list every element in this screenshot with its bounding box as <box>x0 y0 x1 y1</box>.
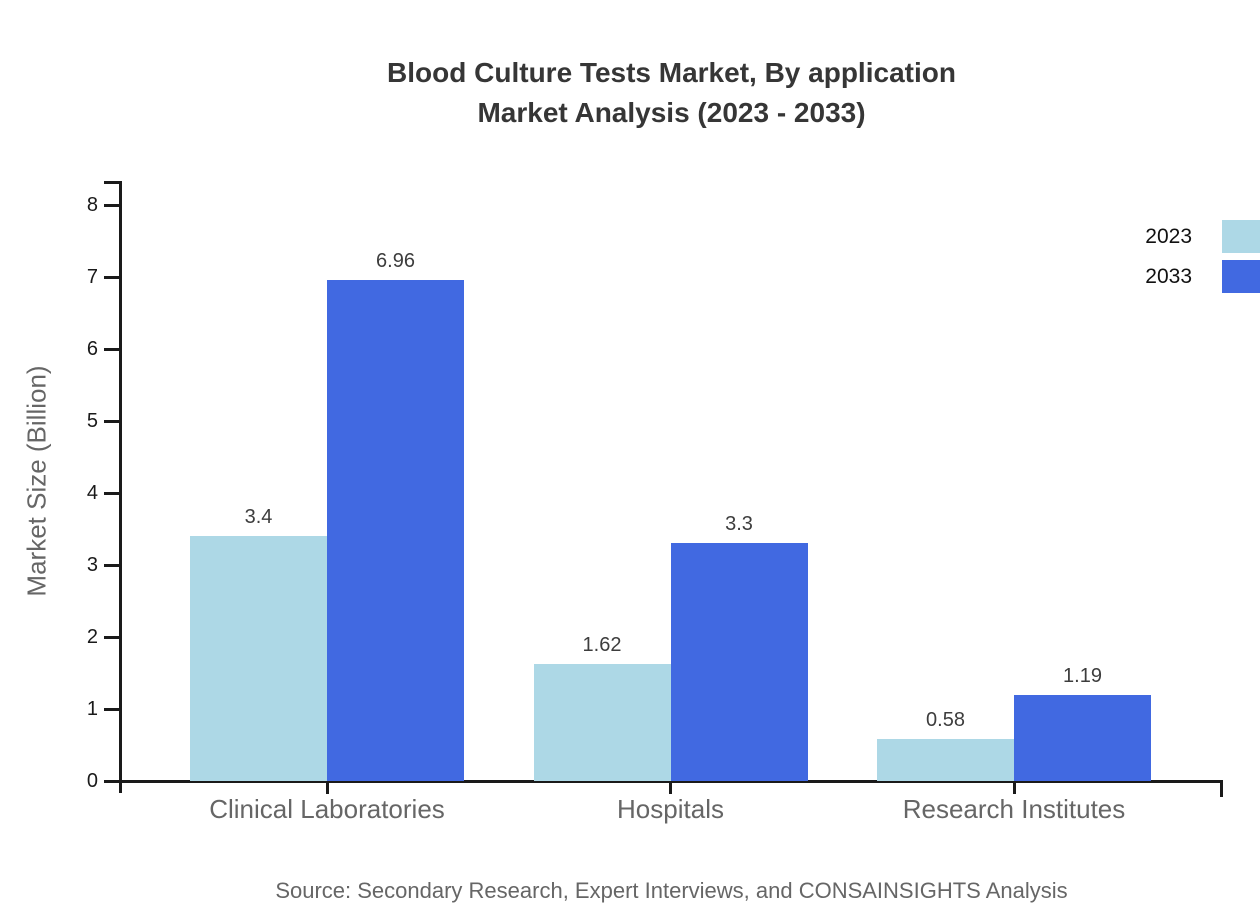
bar-2023 <box>877 739 1014 781</box>
legend-row-2023: 2023 <box>1145 220 1260 253</box>
y-tick-mark <box>104 203 121 207</box>
y-tick-label: 7 <box>86 266 98 288</box>
category-label: Clinical Laboratories <box>209 794 445 824</box>
legend-label-2023: 2023 <box>1145 224 1192 248</box>
y-tick-label: 3 <box>86 554 98 576</box>
bar-2033 <box>1014 695 1151 781</box>
y-axis-line <box>119 181 122 793</box>
legend-swatch-2023 <box>1222 220 1260 253</box>
x-tick-mark <box>1012 781 1016 794</box>
bar-value-label: 3.4 <box>244 506 273 529</box>
x-tick-mark <box>669 781 672 794</box>
legend-swatch-2033 <box>1222 260 1260 293</box>
legend: 2023 2033 <box>1145 220 1260 293</box>
bar-value-label: 1.19 <box>1063 665 1102 688</box>
y-tick-mark <box>104 635 121 639</box>
x-axis-end-cap <box>1220 780 1223 797</box>
y-tick-label: 1 <box>86 698 98 720</box>
y-tick-label: 8 <box>86 194 98 216</box>
bar-2033 <box>670 543 808 781</box>
category-label: Hospitals <box>617 794 724 824</box>
y-tick-label: 0 <box>86 770 98 792</box>
bar-value-label: 1.62 <box>582 634 622 657</box>
y-tick-mark <box>104 275 121 279</box>
source-note: Source: Secondary Research, Expert Inter… <box>275 878 1068 903</box>
x-tick-mark <box>325 781 329 794</box>
chart-title-line2: Market Analysis (2023 - 2033) <box>477 97 866 128</box>
legend-row-2033: 2033 <box>1145 260 1260 293</box>
y-tick-mark <box>104 707 121 711</box>
y-tick-label: 2 <box>86 626 98 648</box>
bar-2033 <box>327 279 464 781</box>
legend-label-2033: 2033 <box>1145 264 1192 288</box>
y-axis-end-cap <box>104 181 122 184</box>
y-tick-mark <box>104 419 121 423</box>
bar-2023 <box>533 664 671 781</box>
bar-value-label: 6.96 <box>376 249 415 272</box>
bar-value-label: 3.3 <box>725 513 753 536</box>
y-tick-mark <box>104 563 121 567</box>
category-label: Research Institutes <box>902 794 1126 824</box>
bar-2023 <box>190 536 327 781</box>
chart-title-line1: Blood Culture Tests Market, By applicati… <box>387 57 956 88</box>
chart-title: Blood Culture Tests Market, By applicati… <box>120 53 1223 133</box>
y-tick-label: 4 <box>86 482 98 504</box>
y-tick-mark <box>104 491 121 495</box>
y-tick-mark <box>104 347 121 351</box>
y-tick-label: 5 <box>86 410 98 432</box>
y-tick-label: 6 <box>86 338 98 360</box>
y-tick-mark <box>104 779 121 783</box>
bar-value-label: 0.58 <box>926 709 965 732</box>
